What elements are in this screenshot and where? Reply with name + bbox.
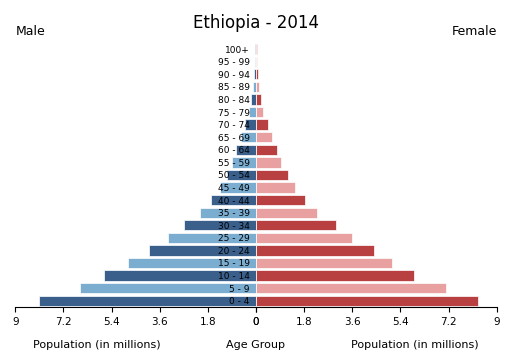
Bar [256, 182, 295, 193]
Bar [254, 69, 256, 80]
Text: Ethiopia - 2014: Ethiopia - 2014 [193, 14, 319, 32]
Bar [227, 170, 256, 180]
Bar [241, 132, 256, 142]
Bar [256, 82, 260, 92]
Bar [256, 220, 336, 230]
Bar [256, 283, 446, 293]
Bar [256, 132, 272, 142]
Bar [253, 82, 256, 92]
Bar [245, 120, 256, 130]
Bar [256, 207, 317, 218]
Bar [232, 157, 256, 167]
Bar [200, 207, 256, 218]
Bar [256, 120, 268, 130]
Bar [149, 245, 256, 256]
Text: Age Group: Age Group [226, 340, 286, 350]
Bar [256, 107, 264, 117]
Bar [79, 283, 256, 293]
Bar [249, 107, 256, 117]
Bar [255, 44, 256, 54]
Bar [210, 195, 256, 205]
Bar [220, 182, 256, 193]
Bar [256, 170, 288, 180]
Bar [251, 94, 256, 105]
Bar [256, 145, 278, 155]
Bar [256, 195, 306, 205]
Text: Female: Female [451, 25, 497, 38]
Text: Male: Male [15, 25, 45, 38]
Bar [256, 44, 257, 54]
Bar [256, 69, 259, 80]
Bar [184, 220, 256, 230]
Bar [256, 270, 414, 281]
Bar [256, 245, 374, 256]
Bar [256, 94, 261, 105]
Bar [256, 56, 257, 67]
Bar [103, 270, 256, 281]
Bar [255, 56, 256, 67]
Bar [256, 233, 352, 243]
Bar [236, 145, 256, 155]
Text: Population (in millions): Population (in millions) [351, 340, 479, 350]
Text: Population (in millions): Population (in millions) [33, 340, 161, 350]
Bar [256, 296, 478, 306]
Bar [39, 296, 256, 306]
Bar [168, 233, 256, 243]
Bar [127, 258, 256, 268]
Bar [256, 258, 392, 268]
Bar [256, 157, 282, 167]
